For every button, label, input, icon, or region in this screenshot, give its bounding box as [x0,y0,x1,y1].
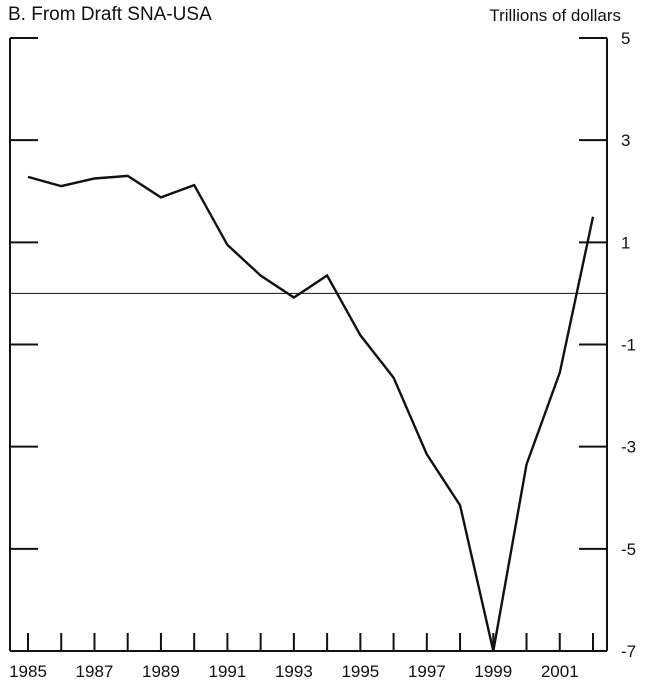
y-tick-label: 5 [621,29,630,48]
x-tick-label: 1985 [9,662,47,681]
x-tick-label: 1989 [142,662,180,681]
series-line [27,174,595,652]
series-group [27,174,595,652]
x-tick-label: 1987 [76,662,114,681]
y-tick-label: -1 [621,336,636,355]
y-tick-label: -7 [621,642,636,661]
y-tick-label: 3 [621,131,630,150]
x-tick-label: 1997 [408,662,446,681]
y-tick-label: -3 [621,438,636,457]
y-tick-label: -5 [621,540,636,559]
x-tick-label: 1993 [275,662,313,681]
x-tick-label: 1999 [474,662,512,681]
y-tick-label: 1 [621,233,630,252]
y-axis-unit-label: Trillions of dollars [489,6,621,25]
y-axis-ticks: 5 3 1 -1 -3 -5 -7 [10,29,636,661]
x-axis-ticks: 1985 1987 1989 1991 1993 1995 1997 1999 2001 [9,633,594,681]
axes [9,38,608,652]
x-tick-label: 1995 [341,662,379,681]
x-tick-label: 2001 [541,662,579,681]
x-tick-label: 1991 [208,662,246,681]
chart-title: B. From Draft SNA-USA [8,4,212,25]
